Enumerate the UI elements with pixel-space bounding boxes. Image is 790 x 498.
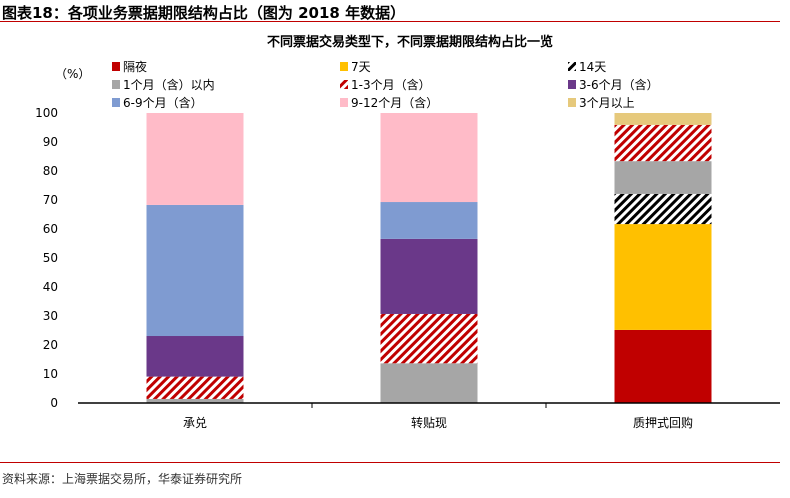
- y-tick-label: 30: [43, 309, 58, 323]
- x-tick-label: 转贴现: [411, 415, 447, 430]
- y-tick-label: 10: [43, 367, 58, 381]
- y-axis-unit: （%）: [55, 67, 90, 81]
- bar-segment: [146, 398, 244, 403]
- legend-swatch: [112, 62, 120, 71]
- x-tick-label: 质押式回购: [633, 415, 693, 430]
- y-tick-label: 20: [43, 338, 58, 352]
- legend-label: 1-3个月（含）: [351, 77, 431, 92]
- y-tick-label: 70: [43, 193, 58, 207]
- bar-segment: [146, 113, 244, 205]
- legend-swatch: [568, 62, 576, 71]
- bar-segment: [380, 238, 478, 314]
- y-tick-label: 60: [43, 222, 58, 236]
- legend-label: 6-9个月（含）: [123, 95, 203, 110]
- legend-label: 3-6个月（含）: [579, 77, 659, 92]
- bar-segment: [614, 124, 712, 162]
- bar-segment: [146, 336, 244, 377]
- stacked-bar-chart: 不同票据交易类型下，不同票据期限结构占比一览 （%） 隔夜 7天 14天 1个月（含）…: [35, 34, 780, 430]
- source-note: 资料来源：上海票据交易所，华泰证券研究所: [2, 472, 243, 486]
- x-tick-label: 承兑: [183, 416, 207, 430]
- legend-label: 7天: [351, 60, 371, 74]
- legend: 隔夜 7天 14天 1个月（含）以内 1-3个月（含） 3-6个月（含） 6-9个月（含） 9…: [112, 59, 659, 110]
- legend-label: 隔夜: [123, 59, 147, 74]
- y-tick-label: 90: [43, 135, 58, 149]
- legend-swatch: [568, 98, 576, 107]
- bar-segment: [614, 224, 712, 330]
- legend-label: 14天: [579, 60, 606, 74]
- bar-segment: [614, 113, 712, 125]
- y-tick-label: 0: [50, 396, 58, 410]
- y-tick-label: 40: [43, 280, 58, 294]
- bar-segment: [380, 113, 478, 203]
- legend-swatch: [340, 62, 348, 71]
- legend-label: 3个月以上: [579, 96, 635, 110]
- legend-label: 1个月（含）以内: [123, 77, 215, 92]
- bars: [146, 113, 712, 403]
- y-tick-label: 100: [35, 106, 58, 120]
- bar-segment: [146, 204, 244, 337]
- legend-swatch: [112, 98, 120, 107]
- bar-segment: [380, 363, 478, 403]
- chart-title: 不同票据交易类型下，不同票据期限结构占比一览: [267, 34, 553, 50]
- bar-segment: [614, 161, 712, 194]
- bar-segment: [614, 193, 712, 225]
- legend-swatch: [340, 98, 348, 107]
- legend-label: 9-12个月（含）: [351, 95, 438, 110]
- bar-segment: [380, 202, 478, 239]
- legend-swatch: [112, 80, 120, 89]
- bar-segment: [614, 329, 712, 403]
- figure-header: 图表18：各项业务票据期限结构占比（图为 2018 年数据）: [2, 4, 406, 22]
- legend-swatch: [568, 80, 576, 89]
- legend-swatch: [340, 80, 348, 89]
- axes: 0 10 20 30 40 50 60 70 80 90 100 承兑 转贴现 质押式回购: [35, 106, 780, 430]
- header-divider: [0, 21, 780, 22]
- y-tick-label: 80: [43, 164, 58, 178]
- bar-segment: [146, 376, 244, 399]
- bar-segment: [380, 313, 478, 364]
- footer-divider: [0, 462, 780, 463]
- y-tick-label: 50: [43, 251, 58, 265]
